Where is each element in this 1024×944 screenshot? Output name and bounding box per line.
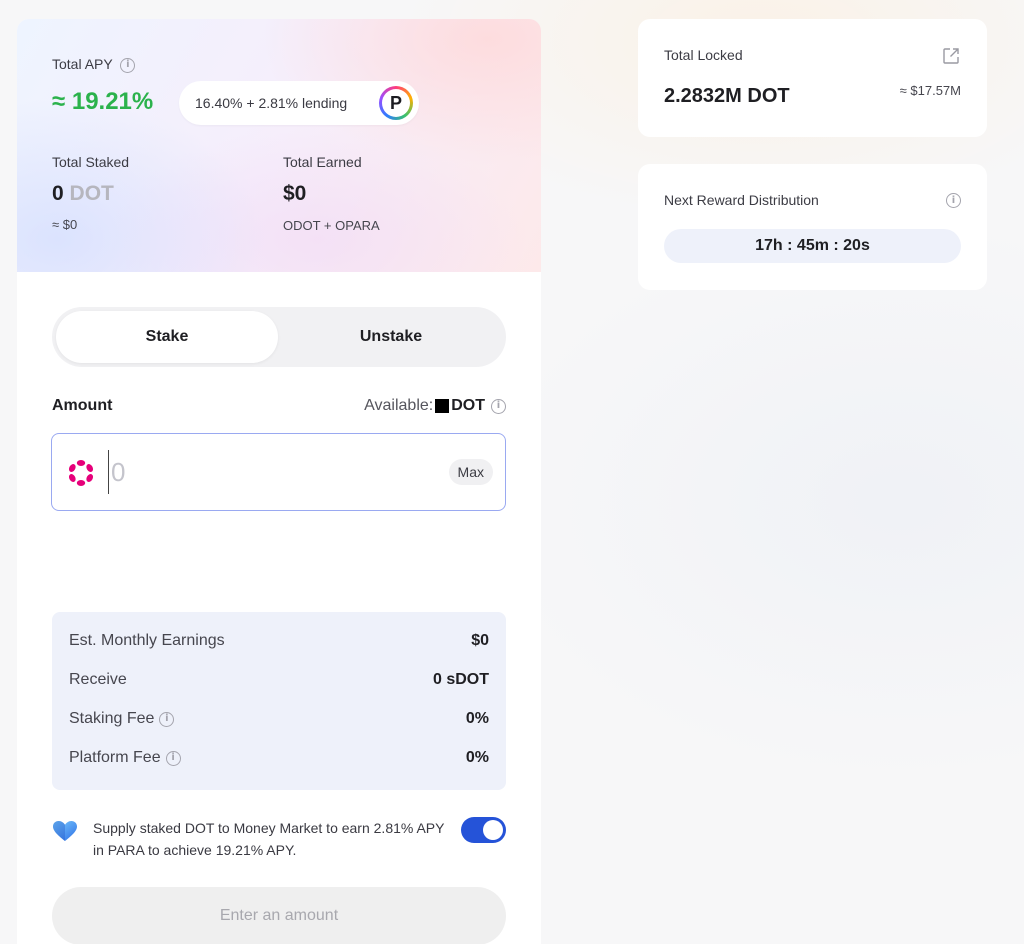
enter-amount-button[interactable]: Enter an amount [52,887,506,944]
summary-row-monthly-earnings: Est. Monthly Earnings $0 [69,630,489,652]
summary-label-with-info: Platform Fee i [69,749,181,767]
total-staked-value: 0 DOT [52,182,114,206]
summary-row-staking-fee: Staking Fee i 0% [69,708,489,730]
total-locked-value: 2.2832M DOT [664,85,790,107]
parallel-logo-icon: P [379,86,413,120]
summary-label: Receive [69,671,127,688]
total-staked-amount: 0 [52,182,64,205]
summary-label-with-info: Staking Fee i [69,710,175,728]
total-apy-header: Total APY i [52,56,136,73]
info-icon[interactable]: i [491,398,506,414]
reward-distribution-card: Next Reward Distribution i 17h : 45m : 2… [638,164,987,290]
info-icon[interactable]: i [159,711,175,727]
supply-toggle[interactable] [461,817,506,843]
reward-countdown: 17h : 45m : 20s [664,229,961,263]
staking-card: Total APY i ≈ 19.21% 16.40% + 2.81% lend… [17,19,541,944]
summary-value: 0 sDOT [432,671,489,688]
total-staked-unit: DOT [69,182,114,205]
summary-row-receive: Receive 0 sDOT [69,669,489,691]
summary-panel: Est. Monthly Earnings $0 Receive 0 sDOT … [52,612,506,790]
summary-value: $0 [471,632,489,649]
toggle-knob [483,820,503,840]
info-icon[interactable]: i [120,57,136,73]
total-earned-value: $0 [283,182,307,205]
reward-distribution-label: Next Reward Distribution [664,192,819,208]
info-icon[interactable]: i [946,193,961,208]
summary-label: Est. Monthly Earnings [69,632,225,649]
apy-breakdown-pill: 16.40% + 2.81% lending P [179,81,419,125]
info-icon[interactable]: i [165,750,181,766]
available-balance: Available: DOT i [364,397,506,415]
amount-input-box: Max [51,433,506,511]
amount-label: Amount [52,397,113,414]
external-link-icon[interactable] [942,47,960,65]
tab-unstake[interactable]: Unstake [359,328,423,345]
supply-option: Supply staked DOT to Money Market to ear… [52,817,506,861]
total-earned-label: Total Earned [283,154,362,170]
tab-stake[interactable]: Stake [56,311,278,363]
supply-description: Supply staked DOT to Money Market to ear… [93,820,445,858]
available-label: Available: [364,397,434,414]
summary-row-platform-fee: Platform Fee i 0% [69,747,489,769]
summary-value: 0% [465,710,489,727]
polkadot-icon [68,460,94,486]
apy-breakdown-text: 16.40% + 2.81% lending [195,95,348,111]
summary-value: 0% [465,749,489,766]
summary-label: Platform Fee [69,749,161,766]
max-button[interactable]: Max [448,459,493,485]
heart-icon [53,821,77,841]
summary-label: Staking Fee [69,710,155,727]
stake-tabs: Stake Unstake [52,307,506,367]
total-apy-value: ≈ 19.21% [52,88,154,115]
total-locked-label: Total Locked [664,47,743,63]
redacted-balance [435,399,450,413]
total-locked-usd: ≈ $17.57M [899,83,961,98]
total-locked-card: Total Locked 2.2832M DOT ≈ $17.57M [638,19,987,137]
total-apy-label: Total APY [52,56,113,72]
total-staked-label: Total Staked [52,154,130,170]
parallel-logo-letter: P [382,89,410,117]
amount-input[interactable] [108,450,408,494]
available-unit: DOT [451,397,485,414]
total-earned-tokens: ODOT + OPARA [283,218,380,233]
total-staked-usd: ≈ $0 [52,217,78,232]
stats-hero: Total APY i ≈ 19.21% 16.40% + 2.81% lend… [17,19,541,272]
